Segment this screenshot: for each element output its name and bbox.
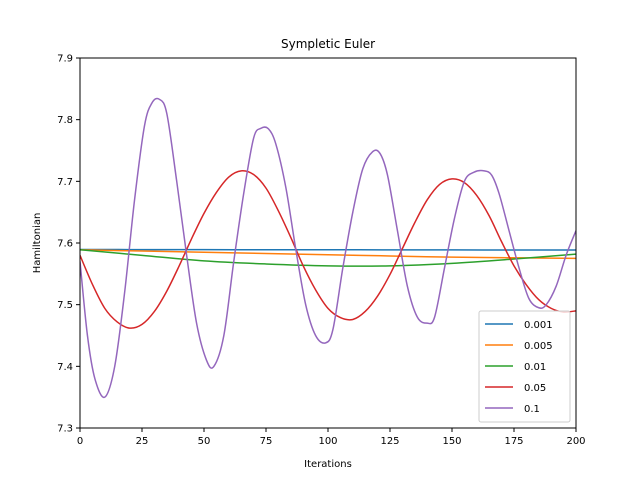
- x-tick-label: 0: [77, 436, 83, 447]
- y-tick-label: 7.7: [57, 177, 73, 188]
- series-line-0.01: [80, 249, 576, 267]
- x-tick-label: 200: [566, 436, 585, 447]
- legend: 0.001 0.005 0.01 0.05 0.1: [478, 310, 571, 423]
- chart-title: Sympletic Euler: [281, 37, 375, 51]
- legend-label: 0.01: [524, 362, 546, 373]
- series-line-0.005: [80, 249, 576, 260]
- y-axis: 7.3 7.4 7.5 7.6 7.7 7.8 7.9: [57, 54, 80, 435]
- x-tick-label: 25: [136, 436, 149, 447]
- x-tick-label: 175: [504, 436, 523, 447]
- x-tick-label: 125: [380, 436, 399, 447]
- x-tick-label: 100: [318, 436, 337, 447]
- x-tick-label: 75: [260, 436, 273, 447]
- legend-box: [478, 310, 571, 423]
- legend-label: 0.05: [524, 383, 546, 394]
- x-axis: 0 25 50 75 100 125 150 175 200: [77, 428, 586, 447]
- y-tick-label: 7.9: [57, 54, 73, 65]
- y-axis-label: Hamiltonian: [32, 213, 43, 274]
- series-line-0.1: [80, 97, 576, 399]
- series-line-0.001: [80, 248, 576, 251]
- legend-label: 0.1: [524, 404, 540, 415]
- y-tick-label: 7.8: [57, 115, 73, 126]
- series-layer: [80, 97, 576, 399]
- x-axis-label: Iterations: [304, 459, 352, 470]
- x-tick-label: 150: [442, 436, 461, 447]
- y-tick-label: 7.3: [57, 424, 73, 435]
- y-tick-label: 7.5: [57, 300, 73, 311]
- y-tick-label: 7.4: [57, 362, 73, 373]
- legend-label: 0.005: [524, 341, 553, 352]
- y-tick-label: 7.6: [57, 239, 73, 250]
- x-tick-label: 50: [198, 436, 211, 447]
- legend-label: 0.001: [524, 320, 553, 331]
- series-line-0.05: [80, 170, 576, 329]
